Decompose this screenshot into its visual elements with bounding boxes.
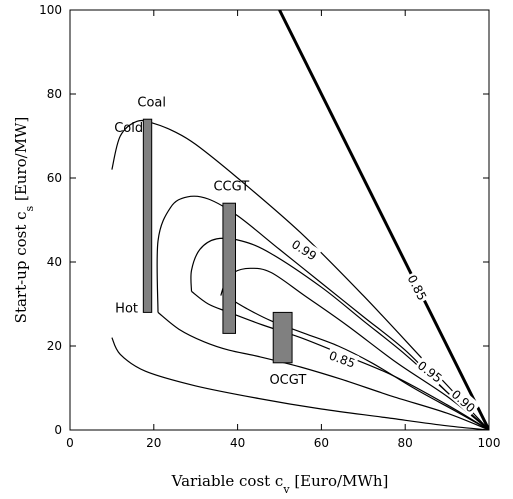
contour-line-3 bbox=[156, 195, 489, 430]
line-label-2: 0.85 bbox=[404, 270, 432, 304]
line-label-bg bbox=[325, 345, 360, 371]
line-label-text: 0.85 bbox=[327, 348, 357, 370]
y-axis-label: Start-up cost cs [Euro/MW] bbox=[12, 117, 36, 324]
x-tick-label: 60 bbox=[314, 436, 329, 450]
tech-bar-coal bbox=[142, 118, 153, 313]
line-label-bg bbox=[448, 384, 481, 416]
y-tick-label: 0 bbox=[54, 423, 62, 437]
technology-bars-group bbox=[142, 118, 293, 364]
line-label-bg bbox=[414, 355, 448, 386]
line-label-3: 0.85 bbox=[325, 345, 360, 371]
line-label-4: 0.95 bbox=[414, 355, 448, 386]
annotation-ocgt: OCGT bbox=[269, 373, 306, 388]
contour-line-1 bbox=[111, 337, 489, 430]
x-tick-label: 40 bbox=[230, 436, 245, 450]
annotation-coal: Coal bbox=[137, 96, 166, 111]
x-axis-label: Variable cost cv [Euro/MWh] bbox=[171, 472, 389, 496]
line-label-bg bbox=[288, 234, 322, 264]
tech-bar-ccgt bbox=[222, 202, 237, 334]
contour-line-2 bbox=[111, 119, 489, 430]
annotation-hot: Hot bbox=[115, 301, 138, 316]
contour-line-6 bbox=[191, 290, 489, 430]
x-tick-label: 80 bbox=[398, 436, 413, 450]
x-tick-label: 100 bbox=[478, 436, 501, 450]
annotation-ccgt: CCGT bbox=[213, 180, 249, 195]
x-tick-label: 0 bbox=[66, 436, 74, 450]
y-tick-label: 40 bbox=[47, 255, 62, 269]
annotation-cold: Cold bbox=[114, 121, 143, 136]
y-tick-label: 80 bbox=[47, 87, 62, 101]
line-label-5: 0.90 bbox=[448, 384, 481, 416]
diagonal-line bbox=[278, 10, 489, 430]
contour-line-8 bbox=[224, 295, 489, 430]
contour-lines-group bbox=[111, 10, 489, 430]
y-tick-label: 20 bbox=[47, 339, 62, 353]
line-label-text: 0.85 bbox=[405, 273, 430, 303]
ticks-group: 0 20 40 60 80 100 0 20 40 60 80 100 bbox=[39, 3, 500, 450]
y-tick-label: 100 bbox=[39, 3, 62, 17]
x-tick-label: 20 bbox=[146, 436, 161, 450]
plot-frame bbox=[69, 9, 490, 431]
y-tick-label: 60 bbox=[47, 171, 62, 185]
line-label-bg bbox=[404, 270, 432, 304]
tech-bar-ocgt bbox=[272, 311, 293, 364]
